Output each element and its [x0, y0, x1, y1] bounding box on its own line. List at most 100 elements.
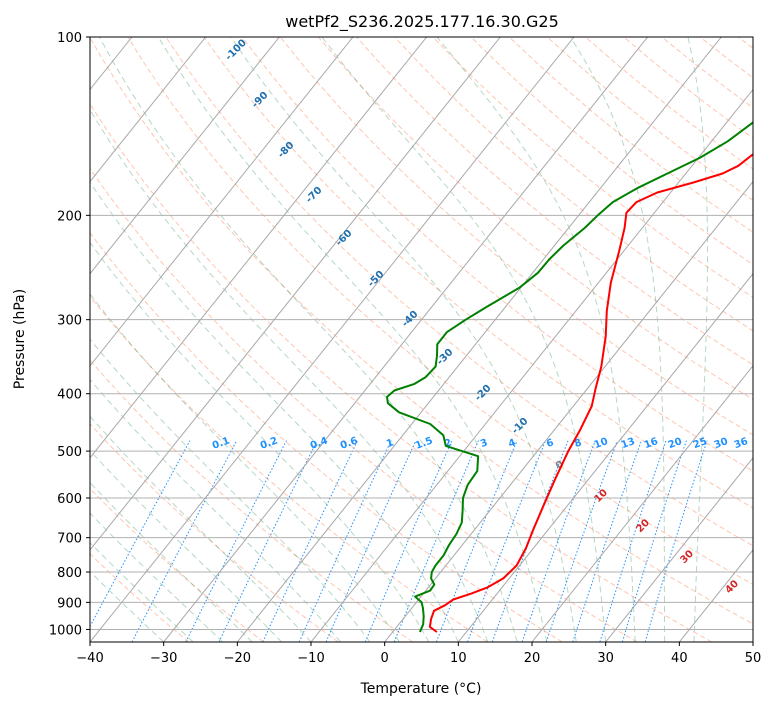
profile-lines: [386, 121, 753, 633]
isotherm-line: [163, 37, 649, 642]
dry-adiabat: [90, 167, 638, 642]
x-axis-ticks: −40 −30 −20 −10 0 10 20 30 40 50: [76, 642, 761, 666]
y-tick-label: 800: [57, 566, 82, 581]
isotherm-line: [678, 549, 753, 642]
mixing-ratio-label: 4: [507, 437, 517, 450]
moist-adiabat: [157, 37, 548, 642]
mixing-ratio-label: 0.1: [211, 435, 231, 451]
isotherm-line: [0, 37, 58, 642]
x-tick-label: −40: [76, 651, 103, 666]
y-tick-label: 400: [57, 388, 82, 403]
isotherm-line: [531, 364, 753, 642]
red-value-label: 20: [634, 517, 652, 535]
isotherm-line: [90, 37, 354, 367]
y-axis-label: Pressure (hPa): [12, 289, 28, 389]
x-tick-label: −30: [150, 651, 177, 666]
mixing-ratio-label: 3: [479, 437, 489, 450]
moist-adiabat: [90, 378, 341, 642]
mixing-ratio-line: [599, 440, 667, 642]
y-axis-ticks: 100 200 300 400 500 600 700 800 900 1000: [49, 31, 90, 638]
isotherm-value-label: -70: [304, 185, 325, 206]
dry-adiabat: [737, 37, 753, 49]
dry-adiabat: [90, 487, 264, 642]
line-labels: -100-90-80-70-60-50-40-30-20-100.1 0.2 0.4…: [211, 37, 750, 596]
moist-adiabat: [230, 37, 577, 642]
mixing-ratio-line: [644, 440, 708, 642]
isotherm-value-label: -80: [276, 140, 297, 161]
isotherm-line: [752, 641, 753, 642]
x-tick-label: −10: [297, 651, 324, 666]
x-tick-label: 30: [597, 651, 614, 666]
isotherm-line: [310, 88, 753, 642]
isotherm-line: [90, 37, 501, 551]
isotherm-line: [90, 37, 428, 459]
mixing-ratio-label: 2: [443, 437, 453, 450]
moist-adiabat: [90, 108, 489, 642]
moist-adiabat: [90, 542, 194, 642]
x-tick-label: 20: [524, 651, 541, 666]
dry-adiabat: [394, 37, 753, 332]
y-tick-label: 100: [57, 31, 82, 46]
y-tick-label: 1000: [49, 623, 82, 638]
mixing-ratio-label: 1: [385, 437, 395, 450]
moist-adiabat: [436, 37, 636, 642]
x-tick-label: 40: [671, 651, 688, 666]
dry-adiabat: [90, 37, 753, 625]
dry-adiabat: [470, 37, 753, 266]
isotherm-value-label: -10: [510, 416, 531, 437]
x-tick-label: 0: [381, 651, 389, 666]
y-tick-label: 500: [57, 445, 82, 460]
isotherm-value-label: -20: [473, 383, 494, 404]
moist-adiabat: [90, 241, 430, 642]
moist-adiabat: [321, 37, 607, 642]
dry-adiabat: [90, 295, 488, 642]
isotherm-value-label: -90: [250, 90, 271, 111]
dry-adiabat: [699, 37, 753, 79]
dewpoint-line: [386, 121, 753, 633]
dry-adiabat: [432, 37, 753, 298]
x-axis-label: Temperature (°C): [360, 681, 482, 697]
x-tick-label: 10: [450, 651, 467, 666]
dry-adiabat: [508, 37, 753, 233]
moist-adiabat: [90, 338, 371, 642]
y-tick-label: 700: [57, 532, 82, 547]
mixing-ratio-label: 6: [545, 437, 555, 450]
moist-adiabat: [90, 570, 165, 642]
isotherm-line: [90, 37, 575, 642]
mixing-ratio-line: [325, 440, 417, 642]
mixing-ratio-label: 36: [733, 436, 750, 451]
chart-title: wetPf2_S236.2025.177.16.30.G25: [285, 12, 559, 32]
mixing-ratio-label: 20: [667, 436, 684, 451]
dry-adiabat: [90, 553, 190, 642]
y-tick-label: 600: [57, 492, 82, 507]
red-value-label: 40: [723, 578, 741, 596]
isotherm-line: [384, 180, 753, 642]
mixing-ratio-line: [90, 440, 191, 628]
isotherm-value-label: -60: [334, 228, 355, 249]
mixing-ratio-label: 13: [620, 436, 637, 451]
mixing-ratio-line: [521, 440, 596, 642]
moist-adiabat: [90, 449, 282, 642]
moist-adiabat: [98, 37, 518, 642]
isotherm-value-label: -40: [400, 309, 421, 330]
dry-adiabat: [356, 37, 753, 366]
mixing-ratio-line: [467, 440, 546, 642]
y-tick-label: 900: [57, 596, 82, 611]
isotherm-line: [457, 272, 753, 642]
mixing-ratio-line: [545, 440, 618, 642]
y-tick-label: 200: [57, 209, 82, 224]
mixing-ratio-label: 16: [643, 436, 660, 451]
y-tick-label: 300: [57, 314, 82, 329]
mixing-ratio-line: [218, 440, 318, 642]
mixing-ratio-line: [621, 440, 687, 642]
isotherm-line: [236, 37, 722, 642]
x-tick-label: −20: [224, 651, 251, 666]
dry-adiabat: [90, 103, 712, 642]
isotherm-line: [90, 37, 280, 275]
dry-adiabat: [318, 37, 753, 401]
x-tick-label: 50: [745, 651, 762, 666]
red-value-label: 30: [678, 548, 696, 566]
mixing-ratio-label: 30: [713, 436, 730, 451]
mixing-ratio-line: [364, 440, 453, 642]
temperature-line: [428, 152, 753, 633]
